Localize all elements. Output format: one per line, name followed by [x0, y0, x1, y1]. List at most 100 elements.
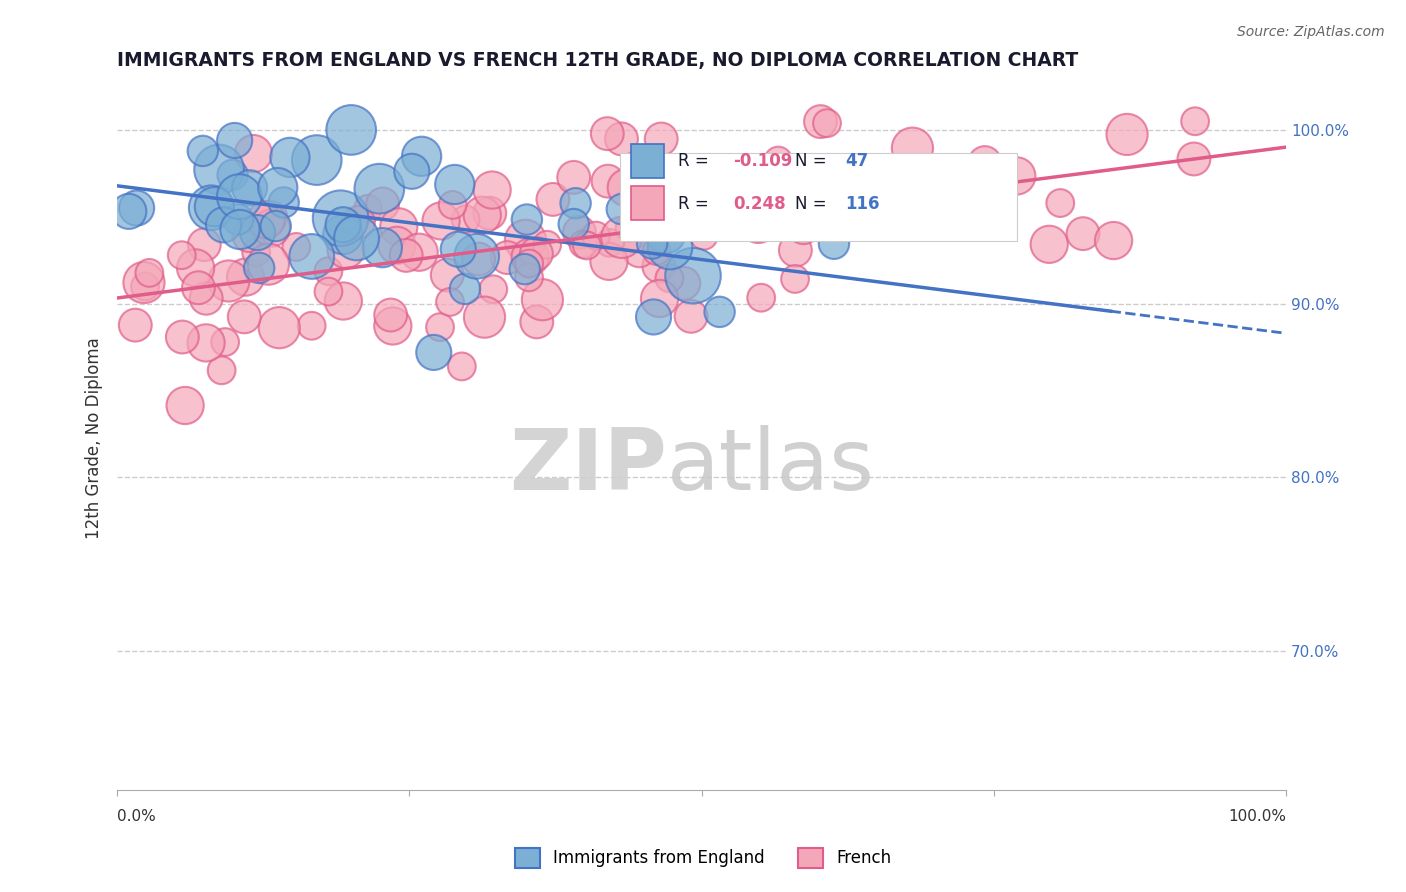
Point	[318, 264, 340, 278]
Point	[233, 310, 256, 324]
Point	[174, 399, 197, 413]
Text: 0.0%: 0.0%	[117, 809, 156, 824]
Point	[650, 132, 672, 146]
Point	[610, 230, 633, 244]
Point	[526, 315, 548, 329]
Point	[170, 248, 193, 262]
Point	[439, 295, 461, 310]
Point	[124, 318, 146, 332]
Point	[172, 330, 194, 344]
Point	[1005, 169, 1028, 183]
Point	[264, 219, 287, 233]
Point	[454, 212, 477, 227]
Point	[191, 144, 214, 158]
Point	[515, 233, 537, 247]
Point	[245, 245, 267, 260]
Point	[727, 209, 749, 223]
Point	[610, 132, 633, 146]
Point	[610, 202, 633, 216]
Point	[443, 178, 465, 192]
Point	[423, 345, 446, 359]
Point	[221, 168, 243, 182]
Point	[738, 179, 761, 194]
Text: 0.248: 0.248	[733, 195, 786, 213]
Point	[436, 268, 458, 282]
Point	[200, 201, 222, 215]
Point	[645, 244, 668, 258]
Point	[752, 184, 775, 198]
Point	[519, 250, 541, 264]
Point	[371, 241, 394, 255]
Point	[614, 180, 637, 194]
Point	[790, 190, 813, 204]
Point	[641, 236, 664, 251]
Point	[257, 257, 280, 271]
Point	[118, 204, 141, 219]
Point	[273, 195, 295, 210]
Point	[659, 240, 682, 254]
Point	[1184, 114, 1206, 128]
Point	[332, 218, 354, 232]
Point	[408, 245, 430, 260]
Text: atlas: atlas	[666, 425, 875, 508]
Point	[195, 335, 218, 350]
Point	[513, 262, 536, 277]
Point	[1049, 196, 1071, 211]
Point	[329, 211, 352, 226]
Bar	[631, 145, 664, 178]
Point	[517, 270, 540, 285]
Point	[187, 281, 209, 295]
Point	[516, 212, 538, 227]
Point	[474, 310, 496, 325]
Point	[808, 214, 831, 228]
Point	[138, 266, 160, 280]
Point	[347, 215, 370, 229]
Point	[768, 153, 790, 168]
Point	[572, 237, 595, 252]
Point	[381, 318, 404, 333]
Point	[212, 218, 235, 232]
Point	[371, 197, 394, 211]
Text: IMMIGRANTS FROM ENGLAND VS FRENCH 12TH GRADE, NO DIPLOMA CORRELATION CHART: IMMIGRANTS FROM ENGLAND VS FRENCH 12TH G…	[117, 51, 1078, 70]
Point	[285, 240, 308, 254]
Text: 116: 116	[845, 195, 880, 213]
Point	[260, 221, 283, 235]
Point	[254, 212, 277, 227]
Point	[793, 220, 815, 235]
Point	[658, 271, 681, 285]
Point	[267, 180, 290, 194]
Point	[388, 219, 411, 234]
Point	[564, 196, 586, 211]
Point	[478, 206, 501, 220]
Point	[526, 246, 548, 260]
Point	[901, 141, 924, 155]
Text: ZIP: ZIP	[509, 425, 666, 508]
Point	[471, 208, 494, 222]
Point	[536, 237, 558, 252]
Point	[628, 244, 651, 258]
Point	[973, 155, 995, 169]
Point	[278, 150, 301, 164]
Text: -0.109: -0.109	[733, 153, 793, 170]
Point	[793, 183, 815, 197]
Point	[467, 252, 489, 266]
Point	[429, 320, 451, 334]
Point	[517, 257, 540, 271]
Point	[357, 202, 380, 216]
Y-axis label: 12th Grade, No Diploma: 12th Grade, No Diploma	[86, 337, 103, 539]
Point	[247, 260, 270, 275]
Point	[596, 174, 619, 188]
Point	[125, 201, 148, 215]
Text: N =: N =	[794, 195, 832, 213]
Point	[465, 249, 488, 263]
Point	[401, 164, 423, 178]
Point	[496, 251, 519, 265]
Point	[242, 146, 264, 161]
Point	[332, 227, 354, 242]
Point	[211, 363, 233, 377]
Point	[725, 177, 748, 191]
Point	[193, 237, 215, 252]
Point	[1102, 234, 1125, 248]
Point	[562, 170, 585, 185]
Point	[883, 194, 905, 208]
